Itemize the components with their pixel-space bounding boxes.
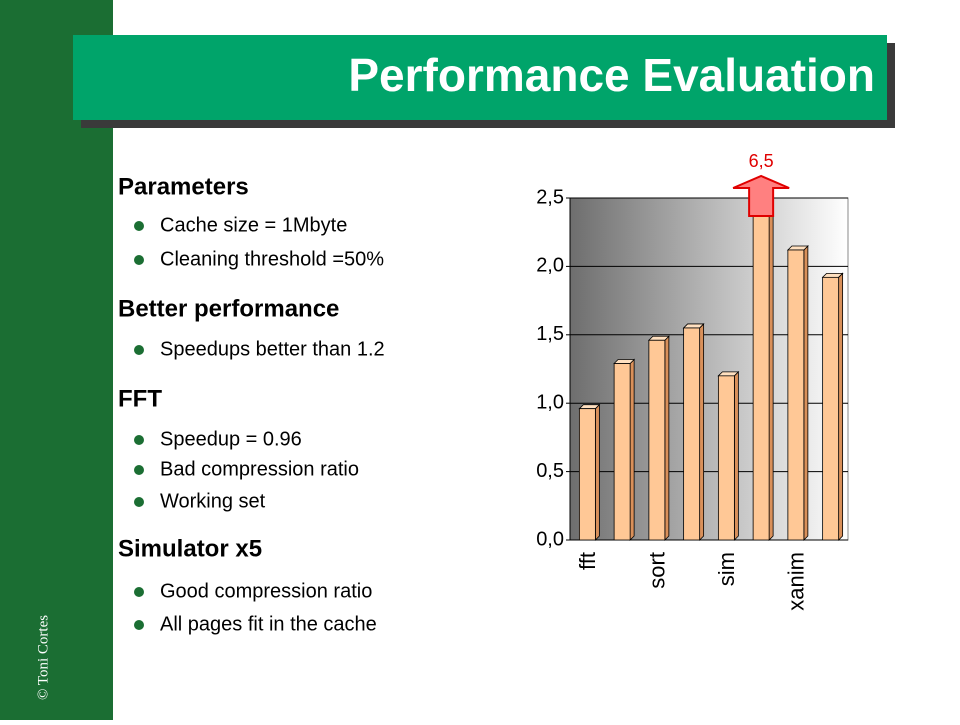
bar-top: [682, 323, 705, 329]
bullet-item: Good compression ratio: [160, 580, 372, 602]
y-tick-label: 1,0: [536, 391, 564, 413]
x-tick-label: sort: [645, 552, 670, 589]
bullet-dot: [134, 435, 144, 445]
bullet-heading: Better performance: [118, 295, 339, 322]
bullet-heading: FFT: [118, 385, 162, 412]
bullet-item: Speedup = 0.96: [160, 428, 302, 450]
bullet-dot: [134, 345, 144, 355]
bullet-dot: [134, 587, 144, 597]
bar-front: [683, 327, 701, 541]
bar: [821, 272, 844, 541]
x-tick-label: sim: [714, 552, 739, 586]
x-tick-label: fft: [575, 552, 600, 570]
bullet-square: [87, 543, 101, 557]
bar-side: [733, 370, 739, 541]
bar-top: [717, 371, 740, 377]
bar-front: [578, 408, 596, 541]
bullet-dot: [134, 497, 144, 507]
value-label: 6,5: [749, 151, 774, 171]
overflow-arrow: [732, 174, 790, 217]
bullet-item: Cache size = 1Mbyte: [160, 214, 347, 236]
bar-front: [613, 363, 631, 541]
y-tick-label: 1,5: [536, 323, 564, 345]
y-tick-label: 2,5: [536, 186, 564, 208]
bullet-item: All pages fit in the cache: [160, 613, 377, 635]
bullet-heading: Simulator x5: [118, 535, 262, 562]
bar-top: [786, 245, 809, 251]
title-box: [73, 35, 887, 120]
chart: 0,0 0,5 1,0 1,5 2,0 2,5 fft sort sim 6,5 xanim: [536, 151, 848, 611]
bullet-item: Working set: [160, 490, 266, 512]
bar-side: [803, 245, 809, 541]
bar: [613, 358, 636, 541]
bullet-square: [87, 393, 101, 407]
bullet-square: [87, 303, 101, 317]
bullet-item: Cleaning threshold =50%: [160, 248, 384, 270]
bar-side: [594, 403, 600, 541]
bar-top: [613, 359, 636, 364]
bar-front: [822, 276, 840, 541]
bar-front: [787, 249, 805, 541]
bullet-dot: [134, 221, 144, 231]
bar-top: [821, 272, 844, 278]
bar: [717, 370, 740, 541]
bar-top: [578, 404, 601, 410]
y-tick-label: 0,5: [536, 460, 564, 482]
bar-side: [629, 358, 635, 541]
bullet-dot: [134, 465, 144, 475]
bar-front: [648, 339, 666, 541]
bullet-item: Speedups better than 1.2: [160, 338, 385, 360]
bar-side: [699, 322, 705, 541]
y-tick-label: 0,0: [536, 528, 564, 550]
bullet-dot: [134, 255, 144, 265]
bar-front: [752, 192, 770, 541]
bullet-heading: Parameters: [118, 173, 249, 200]
bullet-item: Bad compression ratio: [160, 458, 359, 480]
bar: [578, 403, 601, 541]
bar: [752, 192, 774, 541]
bar-side: [664, 335, 670, 541]
bars: [578, 192, 844, 541]
slide-title: Performance Evaluation: [348, 49, 875, 101]
bullets: Parameters Cache size = 1Mbyte Cleaning th…: [87, 173, 385, 635]
bar: [682, 322, 705, 541]
credit: © Toni Cortes: [35, 615, 51, 700]
x-tick-label: xanim: [784, 552, 809, 611]
bar: [647, 335, 670, 541]
bar-top: [647, 335, 670, 341]
bullet-dot: [134, 620, 144, 630]
bullet-square: [87, 181, 101, 195]
y-tick-label: 2,0: [536, 255, 564, 277]
bar-front: [717, 375, 735, 541]
bar-side: [838, 272, 844, 541]
bar: [786, 245, 809, 541]
